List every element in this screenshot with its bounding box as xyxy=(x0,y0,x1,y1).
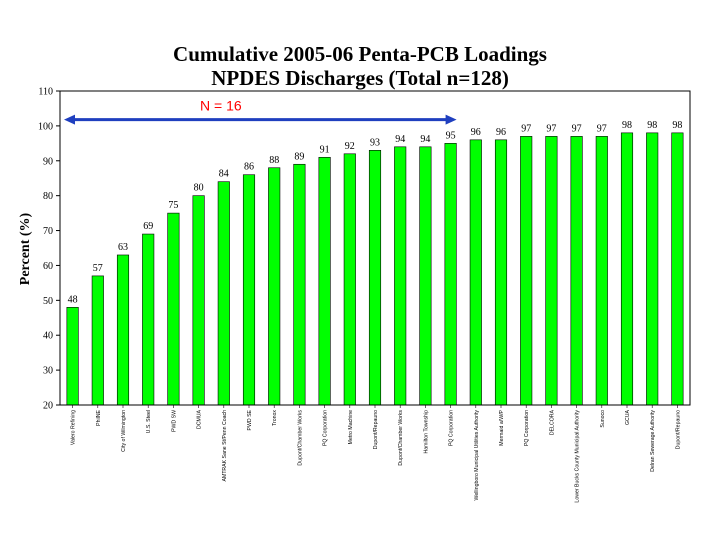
bar xyxy=(494,139,508,406)
bar xyxy=(142,233,155,406)
x-tick-label: Mermaid a/W/P xyxy=(499,409,505,445)
chart-subtitle: NPDES Discharges (Total n=128) xyxy=(211,66,509,90)
data-label: 94 xyxy=(420,134,430,145)
x-tick-label: City of Wilmington xyxy=(121,410,127,452)
bar xyxy=(242,174,256,406)
x-tick-label: Tronox xyxy=(272,410,278,426)
y-tick-label: 80 xyxy=(43,191,53,202)
x-tick-label: Delran Sewerage Authority xyxy=(650,410,656,472)
x-tick-label: Lower Bucks County Municipal Authority xyxy=(575,410,581,503)
x-tick-label: PQ Corporation xyxy=(524,410,530,446)
x-tick-label: PhilNE xyxy=(96,409,102,425)
y-tick-label: 70 xyxy=(43,226,53,237)
data-label: 88 xyxy=(269,155,279,166)
data-label: 63 xyxy=(118,242,128,253)
x-tick-label: Metro Machine xyxy=(348,410,354,444)
data-label: 84 xyxy=(219,169,229,180)
bar xyxy=(167,212,180,406)
annotation-label: N = 16 xyxy=(200,98,242,114)
data-label: 48 xyxy=(68,294,78,305)
bar xyxy=(671,132,684,406)
bar xyxy=(217,181,230,406)
bar xyxy=(620,132,634,406)
bar xyxy=(545,136,558,406)
annotation-arrowhead-right xyxy=(445,114,457,125)
bar xyxy=(368,150,382,406)
y-tick-label: 20 xyxy=(43,401,53,412)
data-label: 97 xyxy=(521,123,531,134)
bar xyxy=(469,139,482,406)
x-tick-label: Hamilton Township xyxy=(423,410,429,454)
data-label: 93 xyxy=(370,137,380,148)
bar xyxy=(646,132,659,406)
data-label: 89 xyxy=(294,151,304,162)
data-label: 98 xyxy=(672,120,682,131)
bar xyxy=(268,167,281,406)
y-tick-label: 30 xyxy=(43,366,53,377)
annotation-arrowhead-left xyxy=(64,114,75,125)
data-label: 57 xyxy=(93,263,103,274)
plot-area xyxy=(59,90,691,406)
x-tick-label: DCMUA xyxy=(197,409,203,429)
bar xyxy=(595,136,608,406)
x-tick-label: U.S. Steel xyxy=(146,410,152,433)
bar xyxy=(394,146,407,406)
y-axis-label: Percent (%) xyxy=(18,212,33,285)
y-tick-label: 50 xyxy=(43,296,53,307)
data-label: 96 xyxy=(471,127,481,138)
bar xyxy=(66,307,79,406)
data-label: 97 xyxy=(572,123,582,134)
x-tick-label: PQ Corporation xyxy=(323,410,329,446)
data-label: 97 xyxy=(546,123,556,134)
y-tick-label: 100 xyxy=(38,121,53,132)
chart-title: Cumulative 2005-06 Penta-PCB Loadings xyxy=(173,42,547,66)
data-label: 95 xyxy=(446,130,456,141)
data-label: 69 xyxy=(143,221,153,232)
data-label: 94 xyxy=(395,134,405,145)
data-label: 91 xyxy=(320,144,330,155)
x-tick-label: Dupont/Chamber Works xyxy=(297,410,303,466)
x-tick-label: GCUA xyxy=(625,409,631,425)
y-tick-label: 60 xyxy=(43,261,53,272)
x-tick-label: PQ Corporation xyxy=(449,410,455,446)
x-tick-label: Sunoco xyxy=(600,410,606,428)
x-tick-label: Wellingboro Municipal Utilities Authorit… xyxy=(474,410,480,501)
x-tick-label: PWD SW xyxy=(171,410,177,432)
bar xyxy=(444,143,457,406)
x-tick-label: PWD SE xyxy=(247,409,253,430)
y-tick-label: 90 xyxy=(43,156,53,167)
data-label: 96 xyxy=(496,127,506,138)
y-tick-label: 40 xyxy=(43,331,53,342)
bar xyxy=(192,195,205,406)
bar xyxy=(343,153,356,406)
bar xyxy=(419,146,432,406)
x-tick-label: Valero Refining xyxy=(71,410,77,445)
data-label: 92 xyxy=(345,141,355,152)
x-tick-label: Dupont/Repauno xyxy=(675,410,681,449)
x-tick-label: AMTRAK Sane St/Penn Coach xyxy=(222,410,228,482)
x-tick-label: Dupont/Chamber Works xyxy=(398,410,404,466)
bar xyxy=(91,275,104,406)
data-label: 80 xyxy=(194,183,204,194)
data-label: 75 xyxy=(168,200,178,211)
bar xyxy=(116,254,130,406)
data-label: 97 xyxy=(597,123,607,134)
bar xyxy=(318,156,331,406)
x-tick-label: Dupont/Repauno xyxy=(373,410,379,449)
y-tick-label: 110 xyxy=(38,87,53,98)
x-tick-label: DELCORA xyxy=(549,409,555,435)
bar xyxy=(293,163,306,406)
data-label: 98 xyxy=(647,120,657,131)
bar xyxy=(570,136,583,406)
data-label: 98 xyxy=(622,120,632,131)
data-label: 86 xyxy=(244,162,254,173)
bar xyxy=(520,136,533,406)
